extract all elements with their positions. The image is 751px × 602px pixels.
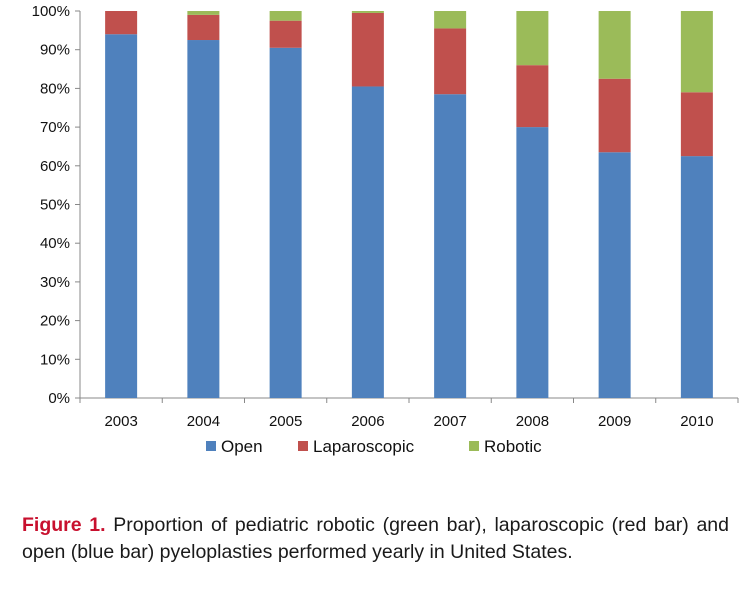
bar-laparoscopic-2008 xyxy=(516,65,549,128)
bar-robotic-2008 xyxy=(516,11,549,66)
x-tick-label: 2006 xyxy=(351,413,384,430)
figure-caption: Figure 1. Proportion of pediatric roboti… xyxy=(22,512,729,566)
y-axis: 0% 10% 20% 30% 40% 50% 60% 70% 80% 90% 100% xyxy=(32,3,81,407)
bar-laparoscopic-2003 xyxy=(105,11,138,35)
bar-robotic-2007 xyxy=(434,11,467,29)
bar-open-2008 xyxy=(516,127,549,398)
bar-laparoscopic-2005 xyxy=(269,20,302,48)
bar-laparoscopic-2009 xyxy=(598,78,631,153)
legend: Open Laparoscopic Robotic xyxy=(206,437,542,456)
bar-laparoscopic-2010 xyxy=(680,92,713,157)
bar-open-2007 xyxy=(434,94,467,398)
x-tick-label: 2007 xyxy=(433,413,466,430)
bar-open-2009 xyxy=(598,152,631,398)
y-tick-label: 40% xyxy=(40,235,70,252)
legend-swatch-robotic xyxy=(469,441,479,451)
bar-open-2004 xyxy=(187,40,220,399)
bar-robotic-2006 xyxy=(351,11,384,13)
legend-label-laparoscopic: Laparoscopic xyxy=(313,437,415,456)
bar-open-2003 xyxy=(105,34,138,398)
bar-open-2010 xyxy=(680,156,713,398)
y-tick-label: 100% xyxy=(32,3,70,20)
y-tick-label: 90% xyxy=(40,42,70,59)
x-tick-label: 2004 xyxy=(187,413,220,430)
bar-robotic-2005 xyxy=(269,11,302,21)
bars xyxy=(105,11,713,399)
y-tick-label: 80% xyxy=(40,80,70,97)
y-tick-label: 70% xyxy=(40,119,70,136)
bar-robotic-2004 xyxy=(187,11,220,15)
bar-laparoscopic-2004 xyxy=(187,14,220,41)
x-tick-label: 2009 xyxy=(598,413,631,430)
stacked-bar-chart: 0%10%20%30%40%50%60%70%80%90%100% 2003 20… xyxy=(32,3,739,456)
bar-laparoscopic-2007 xyxy=(434,28,467,95)
y-tick-label: 0% xyxy=(48,390,70,407)
legend-label-robotic: Robotic xyxy=(484,437,542,456)
x-tick-label: 2008 xyxy=(516,413,549,430)
y-tick-label: 30% xyxy=(40,274,70,291)
figure-label: Figure 1. xyxy=(22,514,106,536)
x-tick-label: 2005 xyxy=(269,413,302,430)
y-tick-label: 10% xyxy=(40,351,70,368)
legend-label-open: Open xyxy=(221,437,263,456)
x-tick-label: 2010 xyxy=(680,413,713,430)
y-tick-label: 60% xyxy=(40,158,70,175)
bar-robotic-2010 xyxy=(680,11,713,93)
bar-open-2005 xyxy=(269,47,302,398)
bar-laparoscopic-2006 xyxy=(351,12,384,87)
bar-robotic-2009 xyxy=(598,11,631,79)
x-tick-label: 2003 xyxy=(104,413,137,430)
bar-open-2006 xyxy=(351,86,384,398)
y-tick-label: 50% xyxy=(40,197,70,214)
legend-swatch-laparoscopic xyxy=(298,441,308,451)
y-tick-label: 20% xyxy=(40,313,70,330)
legend-swatch-open xyxy=(206,441,216,451)
figure-caption-text: Proportion of pediatric robotic (green b… xyxy=(22,514,729,563)
x-axis: 2003 2004 2005 2006 2007 2008 2009 2010 xyxy=(79,397,739,430)
